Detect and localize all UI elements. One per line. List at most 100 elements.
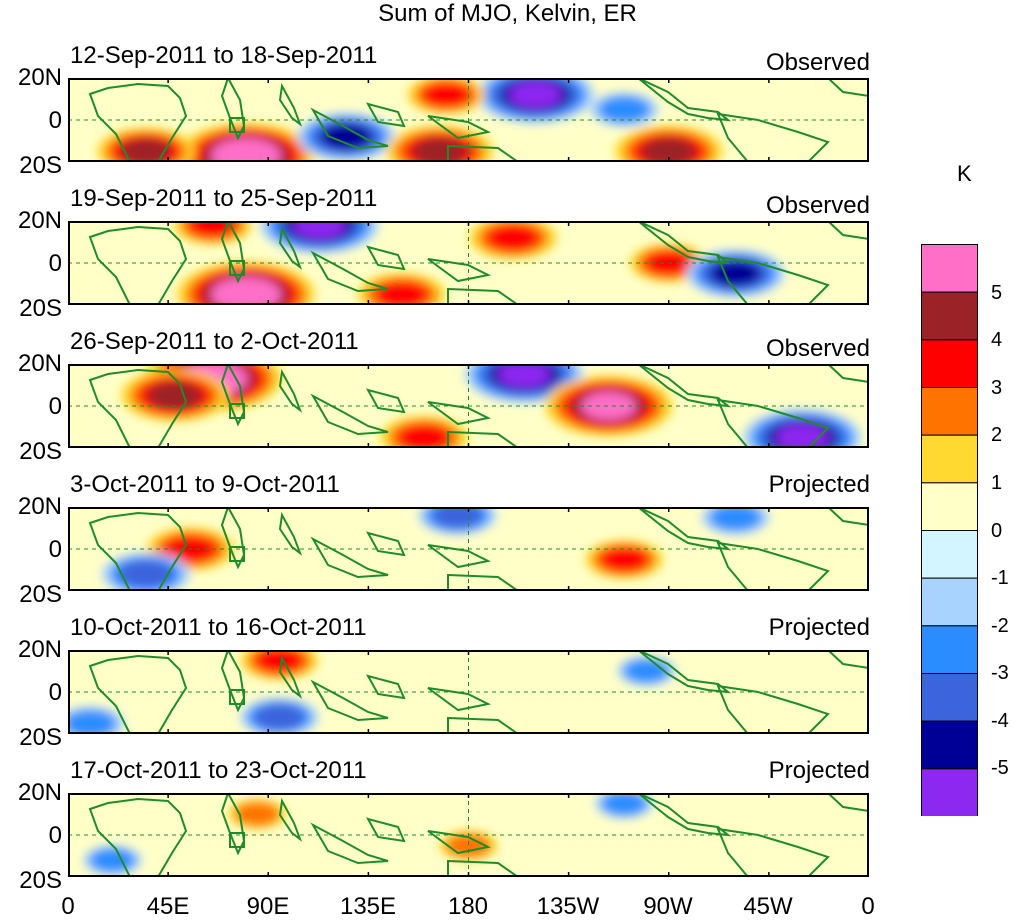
colorbar-tick-1: 1 [991, 472, 1003, 494]
panel-3-kind: Observed [765, 335, 870, 362]
colorbar-tick-3: 3 [991, 377, 1003, 399]
panel-frame [68, 793, 869, 877]
anomaly-blob-1-2 [96, 127, 195, 162]
region-box [229, 403, 245, 419]
panel-3-lat-20s: 20S [19, 438, 62, 465]
region-box [229, 117, 245, 133]
anomaly-blob-4-2 [585, 540, 664, 579]
region-box [229, 832, 245, 848]
panel-3-lat-eq: 0 [48, 393, 62, 420]
anomaly-blob-1-6 [407, 78, 486, 115]
panel-2-lat-eq: 0 [48, 250, 62, 277]
panel-1-kind: Observed [765, 49, 870, 76]
colorbar-tick-4: 4 [991, 329, 1003, 351]
colorbar [921, 244, 978, 817]
lon-label-135e: 135E [339, 893, 397, 920]
colorbar-swatch-8 [921, 625, 978, 675]
lon-label-360: 0 [861, 893, 875, 920]
colorbar-swatch-7 [921, 577, 978, 627]
colorbar-unit: K [957, 161, 972, 186]
panel-3-lat-20n: 20N [17, 350, 62, 377]
region-box [229, 689, 245, 705]
panel-frame [68, 78, 869, 162]
anomaly-blob-1-5 [476, 78, 595, 124]
panel-1-date-range: 12-Sep-2011 to 18-Sep-2011 [70, 42, 378, 69]
anomaly-blob-1-7 [614, 125, 723, 162]
map-panel-5 [68, 650, 869, 734]
colorbar-tick-minus-3: -3 [991, 662, 1009, 684]
colorbar-swatch-4 [921, 434, 978, 484]
lon-label-180: 180 [447, 893, 489, 920]
panel-2-kind: Observed [765, 192, 870, 219]
panel-5-kind: Projected [768, 614, 870, 641]
colorbar-svg [921, 244, 978, 817]
lon-label-45w: 45W [743, 893, 793, 920]
panel-frame [68, 221, 869, 305]
panel-4-lat-20s: 20S [19, 581, 62, 608]
panel-3-svg [68, 364, 869, 448]
anomaly-blob-5-3 [68, 706, 125, 734]
anomaly-blob-3-6 [380, 416, 468, 448]
colorbar-swatch-9 [921, 673, 978, 722]
panel-1-lat-20s: 20S [19, 152, 62, 179]
panel-5-lat-20n: 20N [17, 636, 62, 663]
coastlines [88, 650, 869, 734]
anomaly-blob-2-7 [357, 273, 446, 305]
anomaly-blob-3-4 [544, 375, 673, 437]
panel-frame [68, 364, 869, 448]
anomaly-blob-3-5 [743, 409, 862, 448]
panel-2-lat-20s: 20S [19, 295, 62, 322]
panel-4-lat-eq: 0 [48, 536, 62, 563]
panel-6-date-range: 17-Oct-2011 to 23-Oct-2011 [70, 757, 367, 784]
panel-6-lat-eq: 0 [48, 822, 62, 849]
panel-6-lat-20s: 20S [19, 867, 62, 894]
colorbar-swatch-11 [921, 768, 978, 817]
figure-title: Sum of MJO, Kelvin, ER [378, 0, 637, 27]
panel-4-kind: Projected [768, 471, 870, 498]
map-panel-6 [68, 793, 869, 877]
map-panel-1 [68, 78, 869, 162]
colorbar-tick-2: 2 [991, 424, 1003, 446]
anomaly-blob-5-1 [240, 650, 319, 680]
panel-frame [68, 650, 869, 734]
colorbar-swatch-0 [921, 244, 978, 293]
anomaly-blob-4-5 [701, 507, 770, 535]
colorbar-swatch-10 [921, 720, 978, 770]
panel-4-date-range: 3-Oct-2011 to 9-Oct-2011 [70, 471, 340, 498]
panel-5-lat-20s: 20S [19, 724, 62, 751]
colorbar-swatch-2 [921, 339, 978, 389]
colorbar-swatch-5 [921, 482, 978, 531]
anomaly-blob-6-3 [83, 845, 142, 875]
colorbar-swatch-3 [921, 387, 978, 436]
lon-label-45e: 45E [146, 893, 190, 920]
anomaly-blob-1-1 [177, 122, 315, 162]
panel-5-date-range: 10-Oct-2011 to 16-Oct-2011 [70, 614, 367, 641]
anomaly-blob-6-1 [228, 799, 287, 829]
lon-label-90e: 90E [246, 893, 290, 920]
panel-6-lat-20n: 20N [17, 779, 62, 806]
panel-4-svg [68, 507, 869, 591]
panel-frame [68, 507, 869, 591]
lon-label-135w: 135W [536, 893, 600, 920]
map-panel-3 [68, 364, 869, 448]
panel-4-lat-20n: 20N [17, 493, 62, 520]
colorbar-tick-minus-2: -2 [991, 615, 1009, 637]
map-panel-4 [68, 507, 869, 591]
colorbar-tick-5: 5 [991, 282, 1003, 304]
anomaly-blob-3-2 [120, 369, 229, 422]
colorbar-tick-0: 0 [991, 520, 1003, 542]
lon-label-90w: 90W [643, 893, 693, 920]
anomaly-blob-5-4 [617, 656, 676, 686]
region-box [229, 260, 245, 276]
colorbar-tick-minus-4: -4 [991, 710, 1009, 732]
panel-6-kind: Projected [768, 757, 870, 784]
panel-5-svg [68, 650, 869, 734]
coastlines [88, 793, 869, 877]
lon-label-0: 0 [61, 893, 75, 920]
panel-2-lat-20n: 20N [17, 207, 62, 234]
panel-1-svg [68, 78, 869, 162]
panel-2-date-range: 19-Sep-2011 to 25-Sep-2011 [70, 185, 378, 212]
anomaly-blob-6-4 [595, 793, 654, 819]
region-box [229, 546, 245, 562]
anomaly-blob-2-1 [177, 261, 315, 305]
